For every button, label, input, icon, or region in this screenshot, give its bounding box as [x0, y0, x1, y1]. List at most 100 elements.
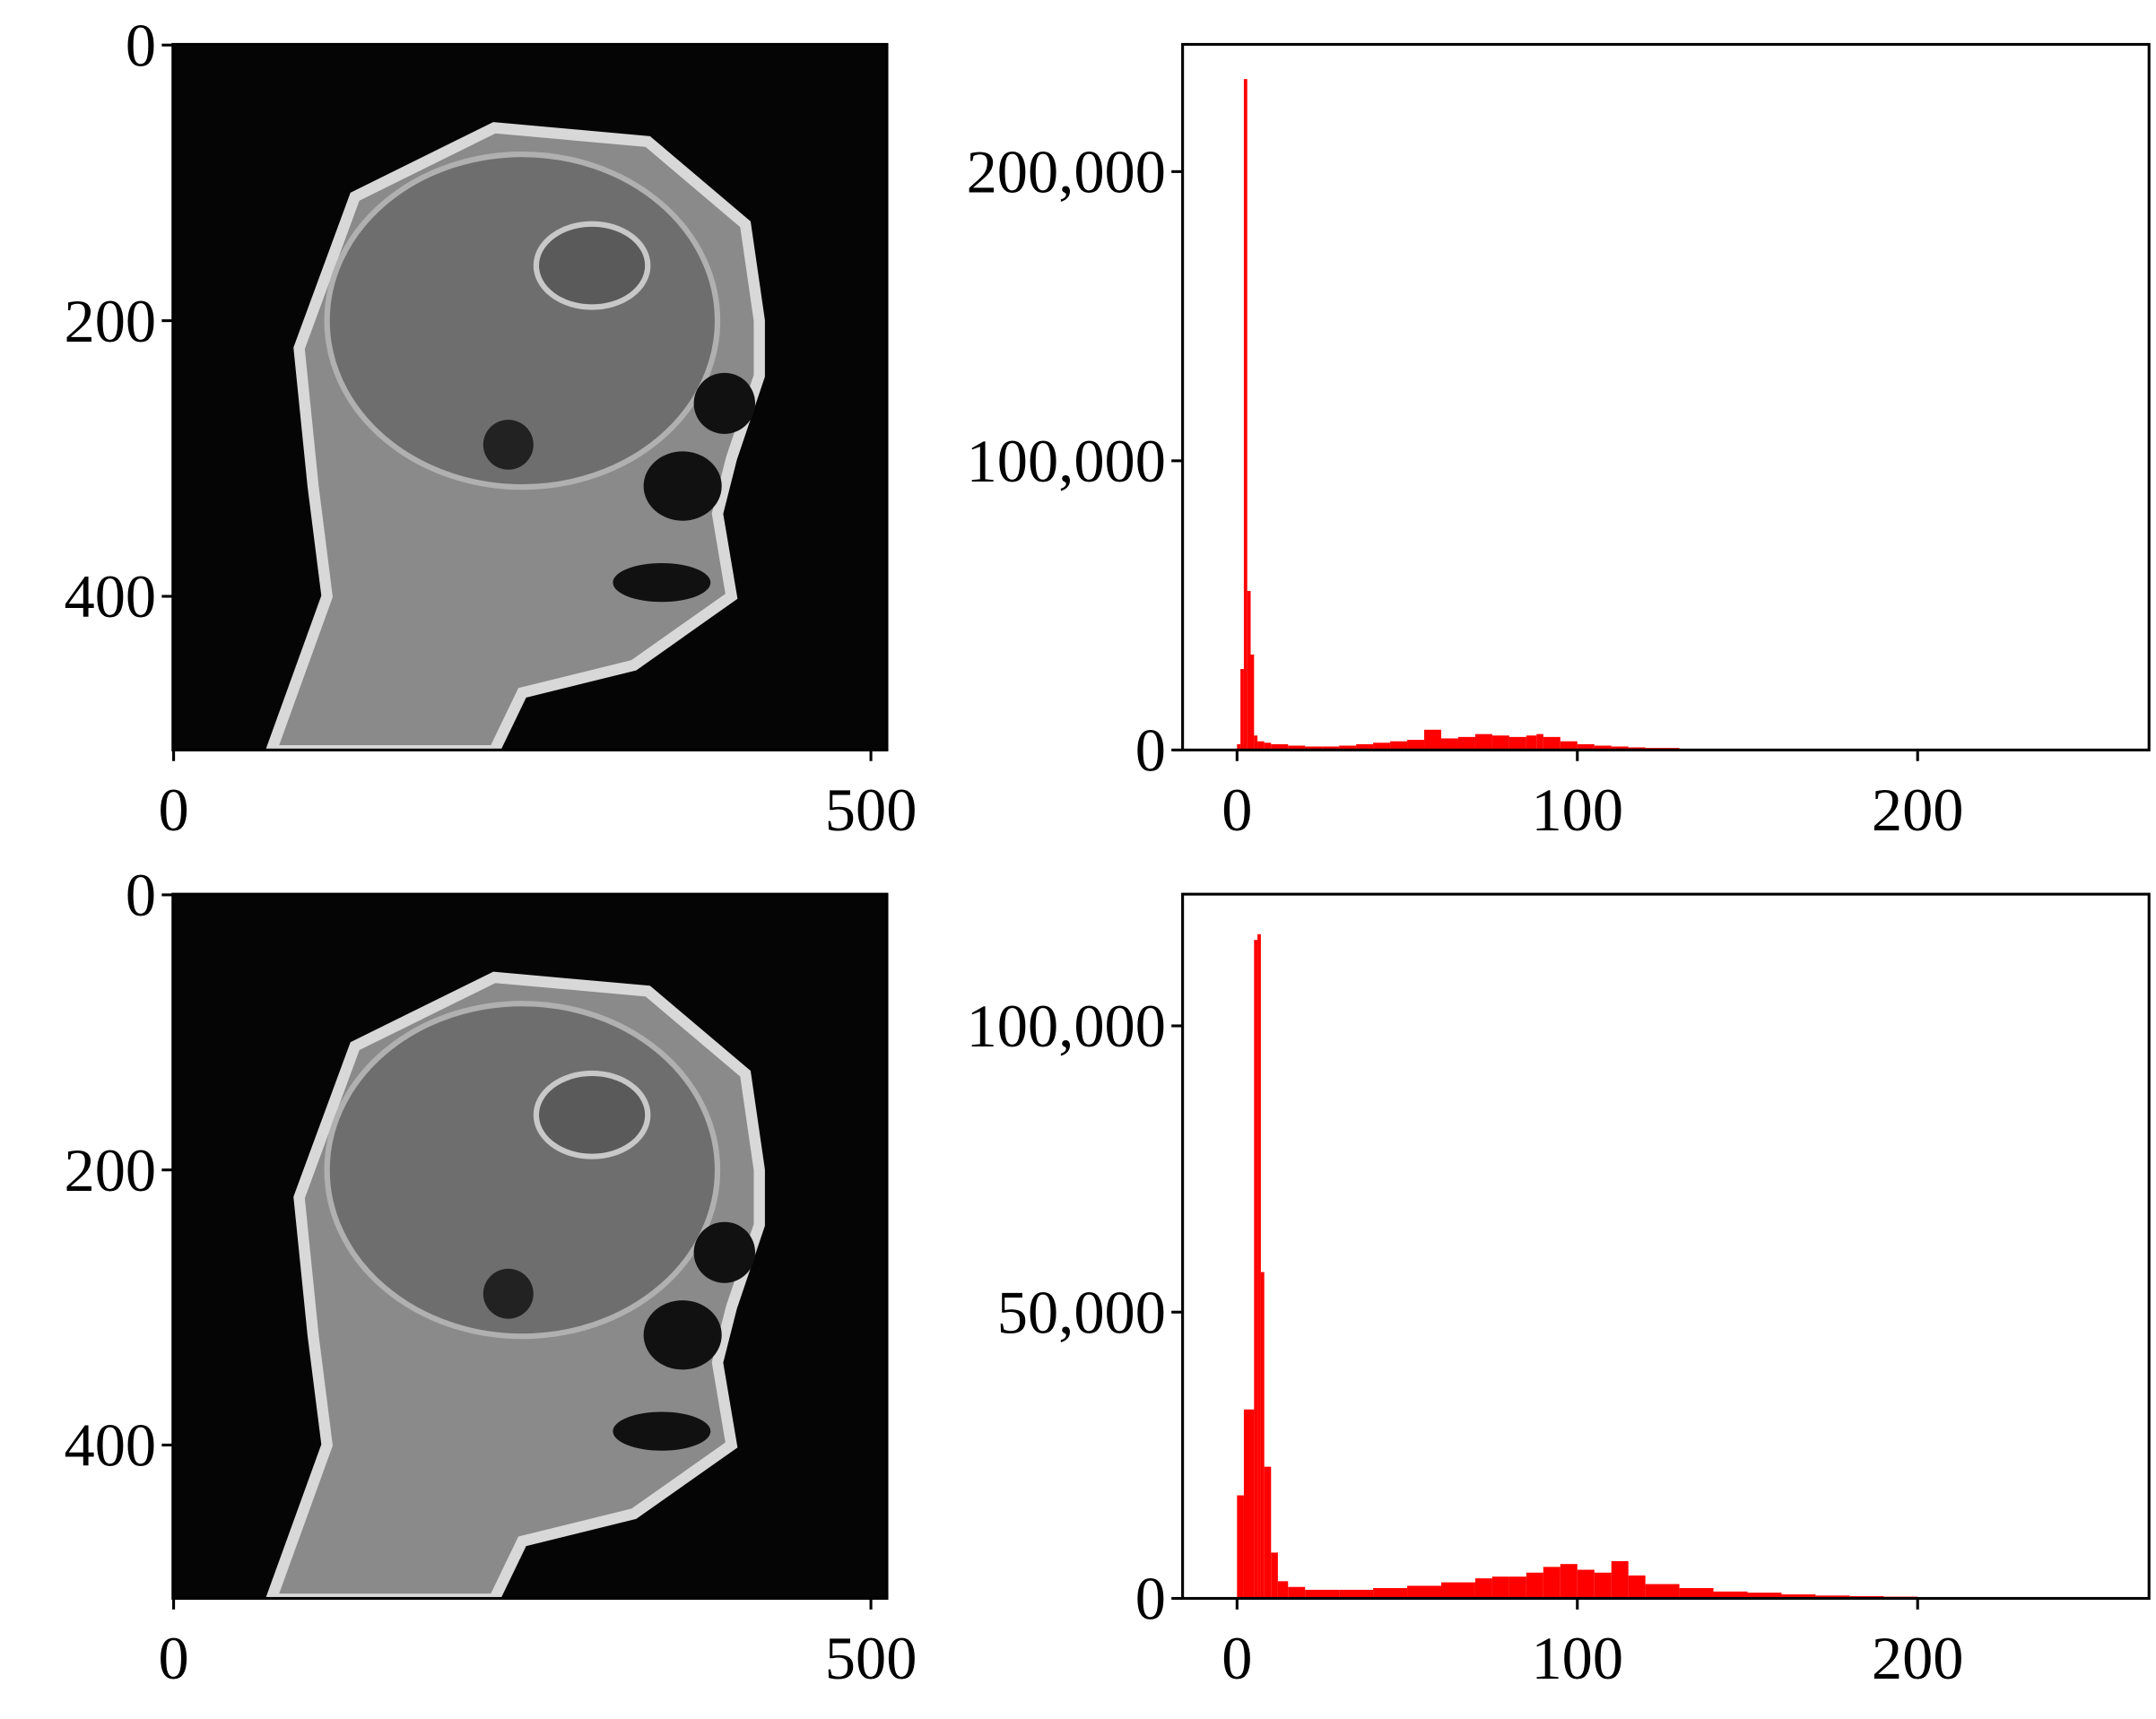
axes-frame: [1181, 892, 2151, 1601]
histogram-bar: [1407, 740, 1425, 751]
histogram-bar: [1373, 1588, 1408, 1599]
axes-frame: [171, 42, 889, 751]
histogram-bar: [1424, 729, 1441, 751]
histogram-bar: [1560, 1564, 1578, 1599]
x-tick-label: 100: [1531, 1624, 1623, 1692]
histogram-bar: [1390, 741, 1408, 751]
ear: [482, 1268, 534, 1319]
histogram-bar: [1781, 1594, 1816, 1599]
histogram-bar: [1247, 590, 1251, 751]
histogram-bar: [1474, 1578, 1492, 1599]
y-tick-label: 400: [65, 1411, 157, 1480]
lesion: [533, 1070, 651, 1159]
histogram-bar: [1237, 1495, 1244, 1599]
histogram-bar: [1526, 1572, 1543, 1599]
mri-image: [172, 894, 887, 1599]
x-tick-label: 0: [158, 776, 188, 844]
x-tick-label: 500: [825, 776, 917, 844]
histogram-bar: [1264, 1466, 1272, 1599]
histogram-bar: [1339, 745, 1357, 751]
histogram-bar: [1288, 745, 1306, 751]
y-tick-label: 100,000: [967, 992, 1166, 1060]
histogram-bar: [1713, 1591, 1748, 1599]
histogram-bar: [1260, 1272, 1265, 1599]
histogram-bar: [1257, 933, 1261, 1599]
y-tick-label: 200: [65, 1136, 157, 1204]
histogram-bar: [1543, 736, 1560, 751]
eye: [693, 1221, 756, 1283]
axes-frame: [1181, 42, 2151, 751]
histogram-bar: [1250, 1409, 1255, 1599]
histogram-bar: [1240, 669, 1244, 751]
histogram-bar: [1645, 1584, 1680, 1599]
x-tick-label: 500: [825, 1624, 917, 1692]
histogram-bar: [1628, 1575, 1646, 1599]
histogram-bar: [1407, 1585, 1441, 1599]
y-tick-label: 0: [126, 861, 156, 929]
histogram-bar: [1373, 742, 1391, 751]
histogram-bar: [1271, 743, 1289, 751]
histogram-bar: [1747, 1593, 1782, 1599]
y-tick-label: 0: [1135, 716, 1166, 785]
y-tick-label: 100,000: [967, 427, 1166, 495]
x-tick-label: 0: [1221, 1624, 1252, 1692]
mouth: [613, 562, 711, 603]
histogram-bar: [1277, 1581, 1289, 1599]
histogram-bar: [1254, 735, 1258, 751]
histogram-bar: [1257, 741, 1265, 751]
histogram-bar: [1264, 742, 1272, 751]
histogram-bar: [1526, 735, 1537, 751]
histogram-bar: [1611, 1560, 1629, 1599]
histogram-bar: [1679, 1588, 1714, 1599]
histogram-bar: [1536, 734, 1543, 751]
histogram-bar: [1288, 1586, 1306, 1599]
histogram-bar: [1560, 741, 1578, 751]
histogram-bar: [1254, 940, 1258, 1599]
histogram-bar: [1237, 743, 1241, 751]
histogram-bar: [1543, 1567, 1560, 1599]
histogram-bar: [1440, 738, 1458, 751]
histogram-bar: [1457, 736, 1475, 751]
sinus: [643, 451, 722, 521]
sinus: [643, 1300, 722, 1370]
histogram-bar: [1305, 1589, 1340, 1599]
histogram-bar: [1508, 736, 1526, 751]
histogram-bar: [1474, 734, 1492, 751]
y-tick-label: 0: [1135, 1565, 1166, 1633]
x-tick-label: 100: [1531, 776, 1623, 844]
histogram-bar: [1440, 1582, 1475, 1599]
histogram-bar: [1508, 1576, 1526, 1599]
histogram-bar: [1356, 743, 1374, 751]
mouth: [613, 1411, 711, 1451]
histogram-bar: [1815, 1595, 1850, 1599]
histogram-bar: [1305, 746, 1323, 751]
x-tick-label: 200: [1872, 776, 1964, 844]
histogram-bar: [1491, 735, 1509, 751]
histogram-bar: [1577, 743, 1595, 751]
y-tick-label: 200: [65, 287, 157, 355]
axes-frame: [171, 892, 889, 1601]
histogram-bar: [1339, 1589, 1374, 1599]
histogram-bar: [1322, 746, 1340, 751]
eye: [693, 372, 756, 434]
ear: [482, 420, 534, 470]
histogram-bar: [1594, 745, 1612, 751]
histogram-bar: [1491, 1576, 1509, 1599]
y-tick-label: 50,000: [997, 1279, 1166, 1347]
histogram-bar: [1243, 79, 1248, 751]
x-tick-label: 0: [158, 1624, 188, 1692]
histogram-bar: [1243, 1409, 1251, 1599]
mri-image: [172, 44, 887, 751]
y-tick-label: 0: [126, 12, 156, 80]
lesion: [533, 221, 651, 310]
y-tick-label: 200,000: [967, 138, 1166, 206]
x-tick-label: 200: [1872, 1624, 1964, 1692]
y-tick-label: 400: [65, 562, 157, 630]
x-tick-label: 0: [1221, 776, 1252, 844]
histogram-bar: [1271, 1552, 1278, 1599]
histogram-bar: [1577, 1569, 1595, 1599]
histogram-bar: [1594, 1572, 1612, 1599]
histogram-bar: [1250, 654, 1255, 751]
histogram-bar: [1611, 746, 1629, 751]
